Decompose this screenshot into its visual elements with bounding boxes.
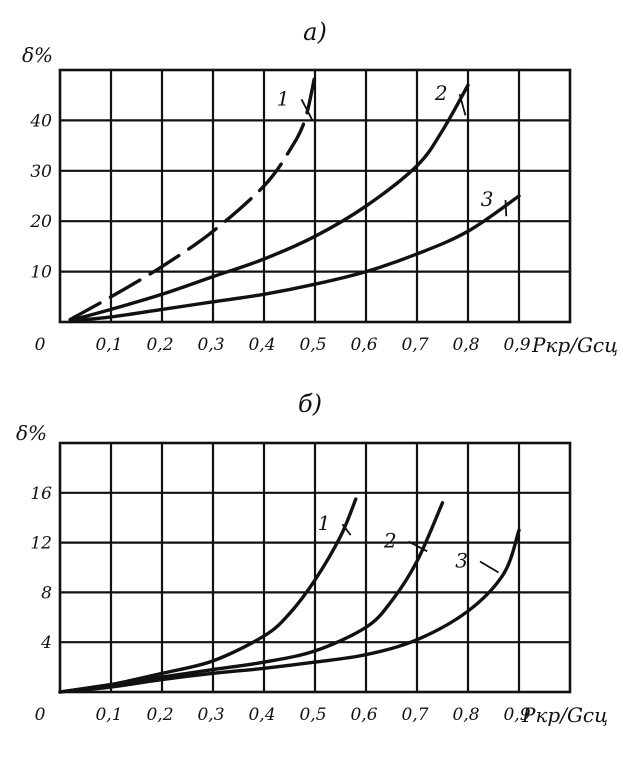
series-label: 3 [481, 187, 494, 211]
y-axis-label: δ% [16, 421, 47, 445]
series-label-leader [341, 523, 352, 536]
series-label-leader [408, 540, 428, 553]
x-tick-label: 0,7 [401, 705, 428, 725]
series-label-leader [479, 560, 500, 574]
series-label-leader [504, 200, 508, 217]
curves: 1 2 3 [58, 497, 521, 694]
curves: 1 2 3 [68, 73, 521, 323]
x-tick-label: 0,5 [299, 705, 326, 725]
chart-title: б) [298, 390, 322, 418]
grid [60, 70, 570, 322]
y-axis-label: δ% [22, 43, 53, 67]
x-tick-label: 0,3 [197, 705, 224, 725]
series-line-2 [58, 501, 445, 694]
grid [60, 443, 570, 692]
x-tick-label: 0,2 [146, 705, 173, 725]
x-tick-labels: 0 0,1 0,2 0,3 0,4 0,5 0,6 0,7 0,8 0,9 [35, 335, 531, 355]
y-tick-label: 30 [30, 162, 52, 182]
series-line-3 [58, 528, 521, 694]
x-tick-labels: 0 0,1 0,2 0,3 0,4 0,5 0,6 0,7 0,8 0,9 [35, 705, 531, 725]
x-tick-label: 0,6 [350, 705, 377, 725]
x-tick-label: 0,9 [503, 705, 530, 725]
chart-title: а) [303, 18, 327, 46]
y-tick-label: 10 [30, 263, 52, 283]
y-tick-label: 8 [41, 583, 52, 603]
x-tick-label: 0 [35, 705, 46, 725]
x-tick-label: 0,4 [248, 705, 275, 725]
y-tick-label: 12 [30, 534, 52, 554]
x-tick-label: 0,8 [452, 335, 479, 355]
plot-frame [58, 441, 572, 694]
y-tick-label: 16 [30, 484, 52, 504]
x-tick-label: 0,4 [248, 335, 275, 355]
series-label: 2 [434, 81, 448, 105]
x-axis-label: Pкр/Gсц [521, 703, 608, 727]
series-label: 3 [455, 549, 468, 573]
series-label: 1 [277, 86, 290, 110]
x-tick-label: 0,3 [197, 335, 224, 355]
series-label-leader [458, 93, 467, 116]
chart-panel-b: б) δ% Pкр/Gсц 0 0,1 0,2 0,3 0,4 0,5 0,6 0,7 0,8 0… [16, 390, 608, 727]
series-line-3 [68, 194, 521, 323]
x-tick-label: 0,2 [146, 335, 173, 355]
x-tick-label: 0,1 [95, 705, 122, 725]
plot-frame [58, 68, 572, 324]
y-tick-label: 20 [29, 212, 52, 232]
series-line-1 [68, 73, 317, 322]
series-label: 2 [383, 529, 397, 553]
y-tick-labels: 4 8 12 16 [30, 484, 52, 653]
x-tick-label: 0,8 [452, 705, 479, 725]
x-tick-label: 0 [35, 335, 46, 355]
x-tick-label: 0,6 [350, 335, 377, 355]
chart-panel-a: а) δ% Pкр/Gсц 0 0,1 0,2 0,3 0,4 0,5 0,6 0,7 0,8 0… [22, 18, 618, 357]
series-line-2 [68, 83, 470, 323]
y-tick-labels: 10 20 30 40 [29, 111, 52, 282]
series-label-leader [300, 98, 314, 121]
x-tick-label: 0,9 [503, 335, 530, 355]
y-tick-label: 4 [40, 633, 52, 653]
x-tick-label: 0,5 [299, 335, 326, 355]
x-tick-label: 0,7 [401, 335, 428, 355]
series-label: 1 [318, 511, 331, 535]
x-tick-label: 0,1 [95, 335, 122, 355]
x-axis-label: Pкр/Gсц [531, 333, 618, 357]
y-tick-label: 40 [29, 111, 52, 131]
